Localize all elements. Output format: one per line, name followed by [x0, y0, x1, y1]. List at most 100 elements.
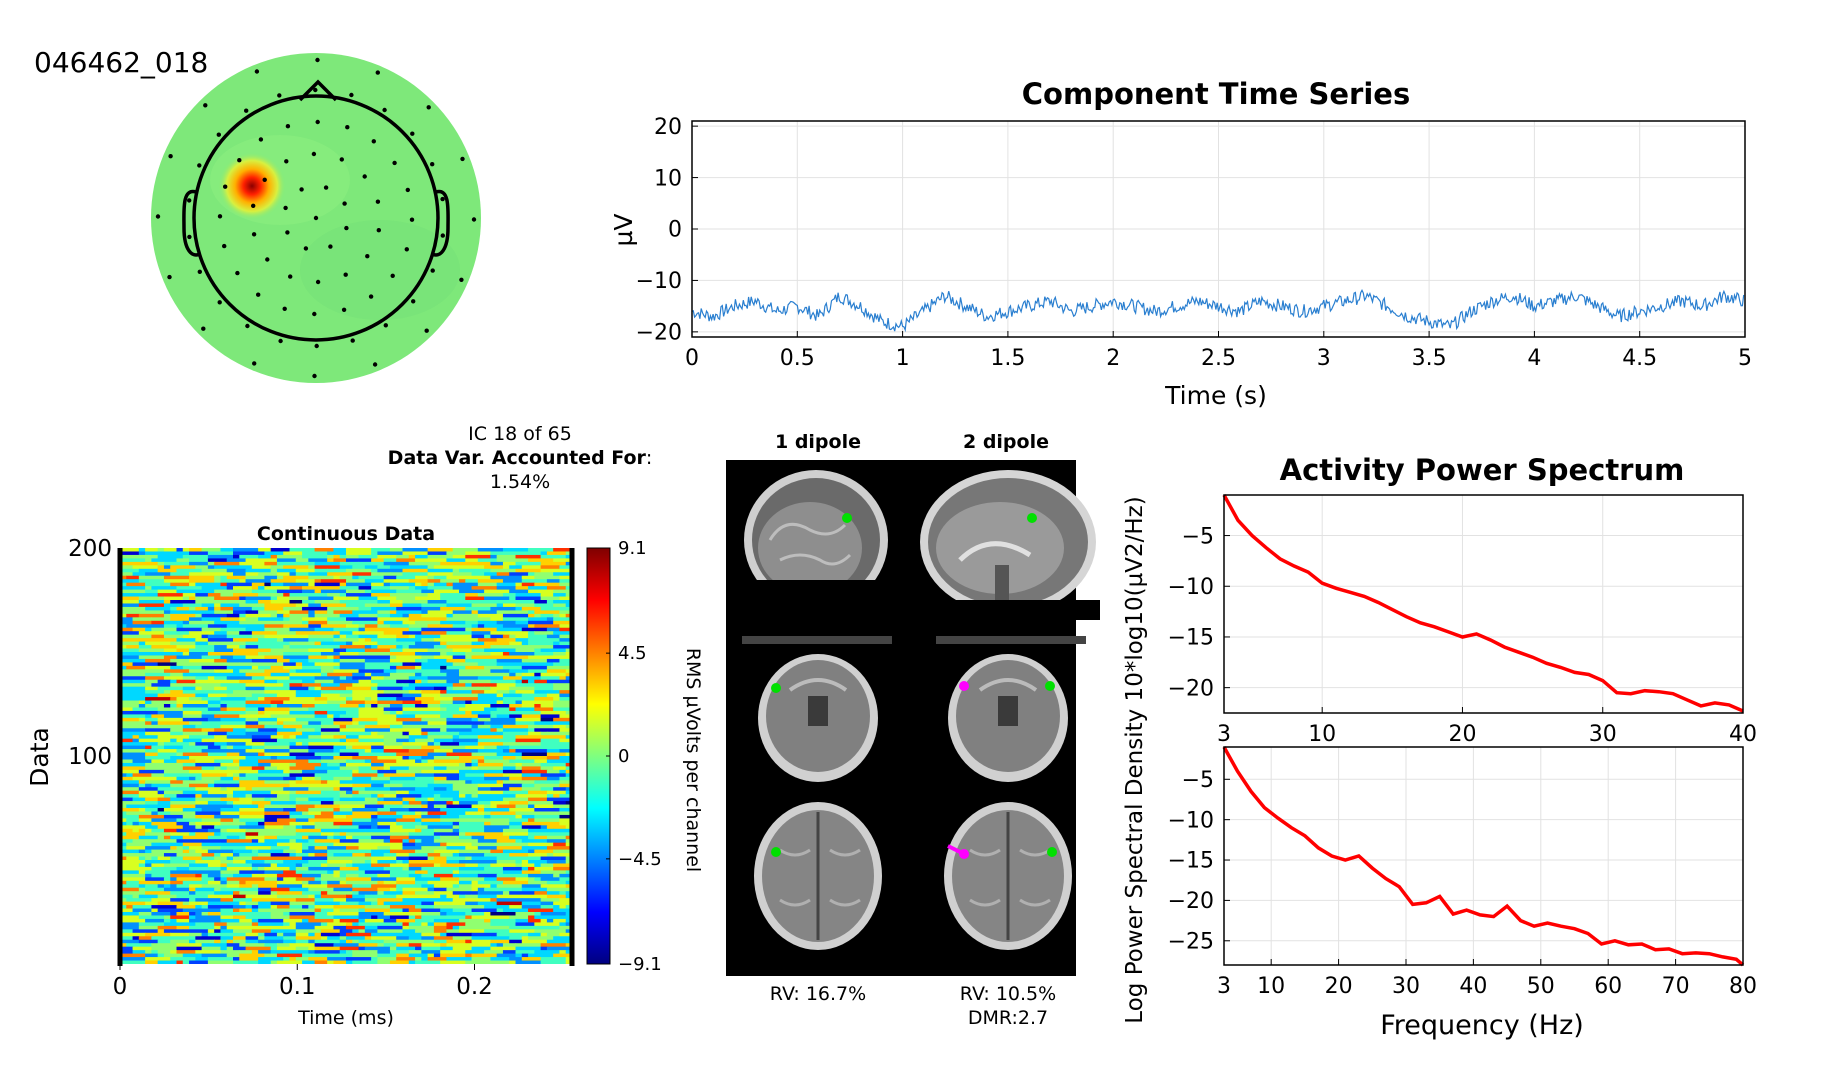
heatmap-cell	[120, 804, 127, 809]
heatmap-cell	[226, 558, 247, 563]
heatmap-cell	[220, 721, 247, 726]
heatmap-cell	[389, 846, 404, 851]
heatmap-cell	[565, 579, 572, 584]
heatmap-cell	[320, 669, 328, 674]
heatmap-cell	[151, 669, 165, 674]
x-tick-label: 20	[1325, 974, 1353, 999]
heatmap-cell	[465, 818, 473, 823]
heatmap-cell	[465, 600, 491, 605]
heatmap-cell	[145, 710, 159, 715]
heatmap-cell	[465, 912, 485, 917]
heatmap-cell	[352, 849, 372, 854]
heatmap-cell	[521, 676, 542, 681]
heatmap-cell	[534, 624, 561, 629]
heatmap-cell	[264, 749, 291, 754]
heatmap-cell	[245, 932, 259, 937]
heatmap-cell	[120, 638, 140, 643]
heatmap-cell	[371, 860, 378, 865]
heatmap-cell	[484, 773, 504, 778]
heatmap-cell	[145, 554, 159, 559]
heatmap-cell	[402, 797, 416, 802]
heatmap-cell	[465, 762, 473, 767]
heatmap-cell	[540, 593, 554, 598]
heatmap-cell	[276, 932, 284, 937]
heatmap-cell	[233, 648, 247, 653]
heatmap-cell	[427, 575, 435, 580]
heatmap-cell	[421, 606, 441, 611]
heatmap-cell	[377, 953, 397, 958]
heatmap-cell	[258, 939, 284, 944]
heatmap-cell	[314, 631, 341, 636]
heatmap-cell	[459, 648, 473, 653]
heatmap-cell	[402, 724, 422, 729]
heatmap-cell	[245, 790, 272, 795]
heatmap-cell	[258, 759, 284, 764]
heatmap-cell	[283, 603, 297, 608]
heatmap-cell	[157, 593, 184, 598]
heatmap-cell	[226, 801, 234, 806]
heatmap-cell	[427, 572, 454, 577]
heatmap-cell	[176, 704, 184, 709]
heatmap-cell	[358, 613, 378, 618]
heatmap-cell	[559, 582, 572, 587]
heatmap-cell	[120, 745, 146, 750]
heatmap-cell	[264, 679, 278, 684]
heatmap-cell	[320, 561, 341, 566]
heatmap-cell	[371, 697, 378, 702]
heatmap-cell	[502, 665, 510, 670]
spectrum-lower-axes-box	[1223, 746, 1744, 966]
heatmap-cell	[264, 811, 291, 816]
heatmap-cell	[528, 804, 535, 809]
heatmap-cell	[496, 846, 523, 851]
heatmap-cell	[553, 905, 561, 910]
heatmap-cell	[565, 558, 572, 563]
heatmap-cell	[302, 613, 309, 618]
electrode-dot	[314, 343, 319, 349]
heatmap-cell	[446, 860, 454, 865]
heatmap-cell	[289, 915, 316, 920]
heatmap-cell	[465, 704, 491, 709]
electrode-dot	[350, 338, 355, 343]
heatmap-cell	[264, 714, 272, 719]
heatmap-cell	[189, 898, 196, 903]
heatmap-cell	[214, 714, 240, 719]
heatmap-cell	[358, 766, 372, 771]
heatmap-cell	[446, 922, 466, 927]
heatmap-cell	[427, 676, 454, 681]
heatmap-cell	[314, 613, 341, 618]
heatmap-cell	[276, 620, 303, 625]
heatmap-cell	[295, 828, 322, 833]
heatmap-cell	[540, 742, 561, 747]
heatmap-cell	[327, 710, 347, 715]
heatmap-cell	[176, 648, 190, 653]
heatmap-cell	[421, 589, 435, 594]
heatmap-cell	[163, 745, 184, 750]
heatmap-cell	[383, 783, 391, 788]
heatmap-cell	[245, 558, 259, 563]
heatmap-cell	[471, 551, 491, 556]
heatmap-cell	[132, 828, 140, 833]
heatmap-cell	[402, 825, 416, 830]
heatmap-cell	[245, 641, 272, 646]
heatmap-cell	[182, 773, 203, 778]
heatmap-cell	[502, 783, 523, 788]
heatmap-cell	[402, 922, 410, 927]
heatmap-cell	[477, 762, 504, 767]
heatmap-cell	[276, 794, 291, 799]
heatmap-cell	[446, 880, 460, 885]
heatmap-cell	[226, 745, 234, 750]
heatmap-cell	[383, 631, 397, 636]
heatmap-cell	[546, 627, 561, 632]
heatmap-cell	[509, 731, 529, 736]
heatmap-cell	[314, 662, 341, 667]
heatmap-cell	[151, 828, 165, 833]
heatmap-cell	[283, 769, 291, 774]
heatmap-cell	[333, 596, 360, 601]
heatmap-cell	[233, 572, 247, 577]
heatmap-cell	[327, 652, 341, 657]
heatmap-cell	[220, 863, 228, 868]
heatmap-cell	[226, 735, 253, 740]
heatmap-cell	[220, 776, 234, 781]
heatmap-cell	[182, 548, 190, 553]
heatmap-cell	[220, 846, 247, 851]
